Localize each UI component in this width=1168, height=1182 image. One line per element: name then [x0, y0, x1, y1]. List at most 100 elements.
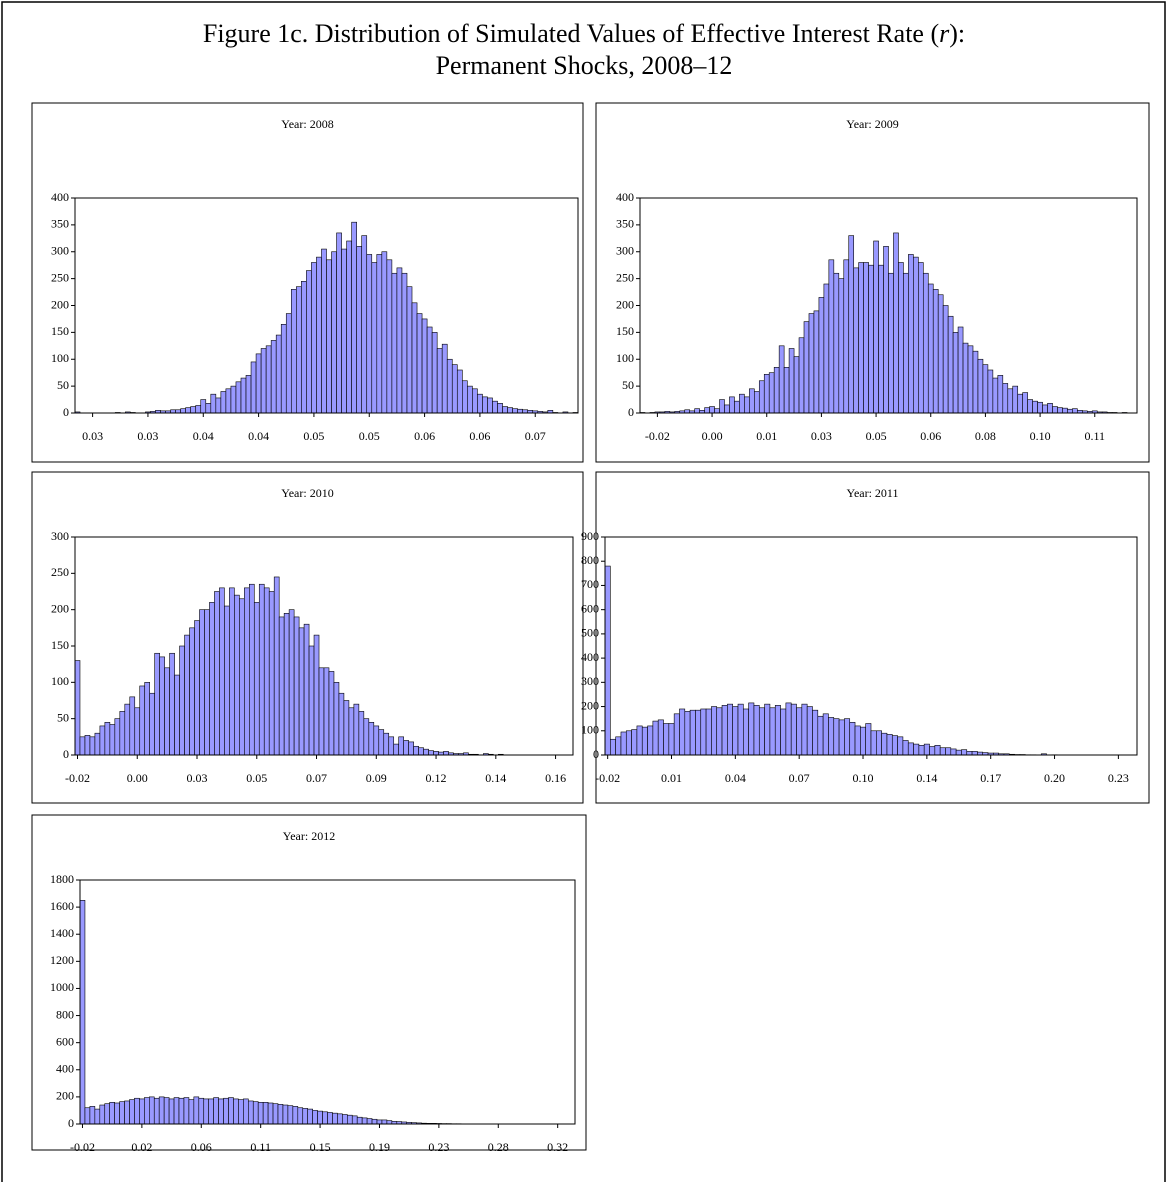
histogram-bar: [267, 1102, 274, 1125]
panel-frame: [31, 102, 584, 463]
x-tick-label: -0.02: [70, 1140, 95, 1154]
histogram-bar: [154, 652, 160, 756]
histogram-bar: [1042, 404, 1048, 414]
histogram-bar: [758, 707, 765, 756]
histogram-bar: [278, 616, 285, 756]
histogram-bar: [149, 692, 155, 756]
histogram-bar: [853, 267, 859, 414]
histogram-bar: [238, 1099, 244, 1125]
histogram-bar: [381, 251, 388, 414]
histogram-bar: [293, 616, 300, 756]
histogram-bar: [225, 388, 232, 414]
histogram-bar: [873, 240, 879, 414]
histogram-bar: [848, 235, 855, 414]
histogram-bar: [228, 1097, 234, 1125]
histogram-bar: [753, 705, 760, 756]
histogram-bar: [788, 348, 795, 414]
histogram-bar: [754, 391, 760, 414]
histogram-bar: [255, 353, 262, 414]
histogram-bar: [893, 232, 899, 414]
x-tick-label: 0.23: [428, 1140, 449, 1154]
histogram-bar: [620, 731, 627, 756]
histogram-bar: [393, 743, 400, 756]
histogram-bar: [361, 235, 368, 414]
histogram-bar: [972, 350, 979, 414]
histogram-bar: [342, 1114, 348, 1125]
histogram-bar: [967, 345, 974, 414]
y-tick-label: 600: [56, 1034, 74, 1048]
x-tick-label: 0.09: [366, 771, 387, 785]
histogram-bar: [316, 256, 322, 414]
x-tick-label: -0.02: [645, 429, 670, 443]
histogram-bar: [193, 1096, 200, 1125]
histogram-bar: [168, 1098, 175, 1125]
x-tick-label: 0.02: [131, 1140, 152, 1154]
y-tick-label: 200: [581, 698, 599, 712]
histogram-bar: [244, 587, 250, 756]
histogram-bar: [250, 361, 257, 414]
histogram-bar: [401, 272, 408, 414]
histogram-bar: [863, 262, 869, 414]
histogram-bar: [200, 399, 207, 414]
histogram-bar: [260, 348, 267, 414]
histogram-bar: [298, 627, 305, 756]
y-tick-label: 300: [616, 244, 634, 258]
histogram-bar: [769, 707, 776, 756]
histogram-bar: [950, 748, 957, 756]
x-tick-label: 0.17: [980, 771, 1001, 785]
histogram-bar: [307, 1108, 313, 1125]
histogram-bar: [163, 1097, 170, 1125]
y-tick-label: 100: [616, 351, 634, 365]
histogram-bar: [876, 730, 882, 756]
histogram-bar: [679, 708, 686, 756]
histogram-bar: [641, 726, 648, 756]
histogram-bar: [139, 685, 146, 756]
y-tick-label: 50: [57, 378, 69, 392]
histogram-bar: [189, 627, 195, 756]
histogram-bar: [235, 381, 242, 414]
histogram-bar: [99, 725, 106, 756]
histogram-bar: [808, 313, 815, 414]
histogram-bar: [149, 1096, 155, 1125]
y-tick-label: 800: [56, 1007, 74, 1021]
histogram-bar: [937, 294, 944, 414]
histogram-bar: [302, 1108, 308, 1125]
histogram-bar: [209, 602, 215, 756]
y-tick-label: 1200: [50, 953, 74, 967]
histogram-bar: [94, 732, 101, 756]
x-tick-label: 0.16: [545, 771, 566, 785]
x-tick-label: 0.07: [789, 771, 810, 785]
histogram-bar: [383, 732, 390, 756]
histogram-bar: [84, 1107, 91, 1125]
histogram-bar: [1032, 400, 1038, 414]
title-part: Figure 1c. Distribution of Simulated Val…: [203, 19, 939, 48]
histogram-bar: [358, 711, 365, 756]
plot-area-frame: [74, 536, 574, 756]
histogram-bar: [119, 1101, 125, 1125]
x-tick-label: 0.00: [702, 429, 723, 443]
histogram-bar: [198, 1097, 205, 1125]
histogram-bar: [129, 1099, 135, 1125]
histogram-bar: [711, 706, 718, 756]
histogram-bar: [413, 745, 419, 756]
histogram-bar: [346, 1114, 353, 1125]
title-part: ):: [949, 19, 965, 48]
histogram-bar: [104, 721, 111, 756]
x-tick-label: 0.12: [426, 771, 447, 785]
histogram-bar: [318, 667, 325, 756]
histogram-bar: [955, 749, 962, 756]
title-variable: r: [939, 19, 950, 48]
histogram-bar: [396, 267, 403, 414]
histogram-bar: [416, 313, 423, 414]
histogram-bar: [992, 377, 999, 414]
histogram-bar: [328, 671, 335, 756]
histogram-bar: [220, 391, 227, 414]
histogram-bar: [288, 609, 295, 756]
histogram-bar: [376, 1119, 383, 1125]
x-tick-label: 0.07: [525, 429, 546, 443]
y-tick-label: 1000: [50, 980, 74, 994]
histogram-bar: [139, 1098, 145, 1125]
histogram-bar: [913, 743, 920, 756]
histogram-bar: [1027, 399, 1033, 414]
histogram-bar: [219, 587, 225, 756]
